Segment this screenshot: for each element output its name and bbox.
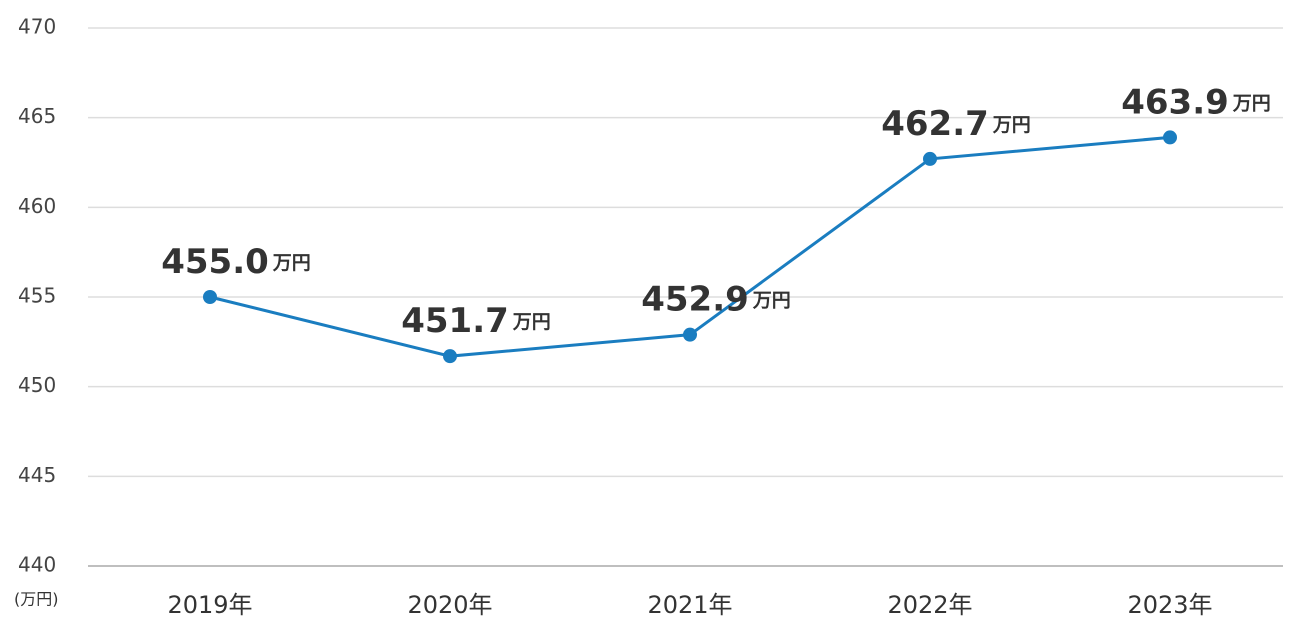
y-tick-label: 460 xyxy=(18,194,56,218)
y-tick-label: 450 xyxy=(18,373,56,397)
value-label: 463.9 万円 xyxy=(1121,82,1271,122)
point xyxy=(443,349,457,364)
y-unit-label: (万円) xyxy=(14,590,59,609)
value-label-number: 462.7 xyxy=(881,103,989,143)
y-tick-label: 470 xyxy=(18,15,56,39)
point xyxy=(923,151,937,166)
value-label-unit: 万円 xyxy=(272,252,311,274)
value-label-number: 455.0 xyxy=(161,242,269,282)
value-label-unit: 万円 xyxy=(992,113,1031,135)
point xyxy=(1163,130,1177,145)
value-label: 462.7 万円 xyxy=(881,103,1031,143)
value-label-unit: 万円 xyxy=(752,289,791,311)
value-label-unit: 万円 xyxy=(512,311,551,333)
value-label: 451.7 万円 xyxy=(401,301,551,341)
value-label: 452.9 万円 xyxy=(641,279,791,319)
point xyxy=(203,290,217,304)
value-label-unit: 万円 xyxy=(1232,92,1271,114)
value-label-number: 451.7 xyxy=(401,301,509,341)
line xyxy=(209,135,1171,358)
value-label-number: 463.9 xyxy=(1121,82,1229,122)
x-tick-label: 2023年 xyxy=(1127,591,1212,619)
x-tick-label: 2019年 xyxy=(167,591,252,619)
y-tick-label: 465 xyxy=(18,104,56,128)
value-label-number: 452.9 xyxy=(641,279,749,319)
x-tick-label: 2022年 xyxy=(887,591,972,619)
y-tick-label: 440 xyxy=(18,553,56,577)
value-label: 455.0 万円 xyxy=(161,242,311,282)
y-tick-label: 455 xyxy=(18,284,56,308)
x-tick-label: 2020年 xyxy=(407,591,492,619)
point xyxy=(683,327,697,342)
x-tick-label: 2021年 xyxy=(647,591,732,619)
y-tick-label: 445 xyxy=(18,463,56,487)
